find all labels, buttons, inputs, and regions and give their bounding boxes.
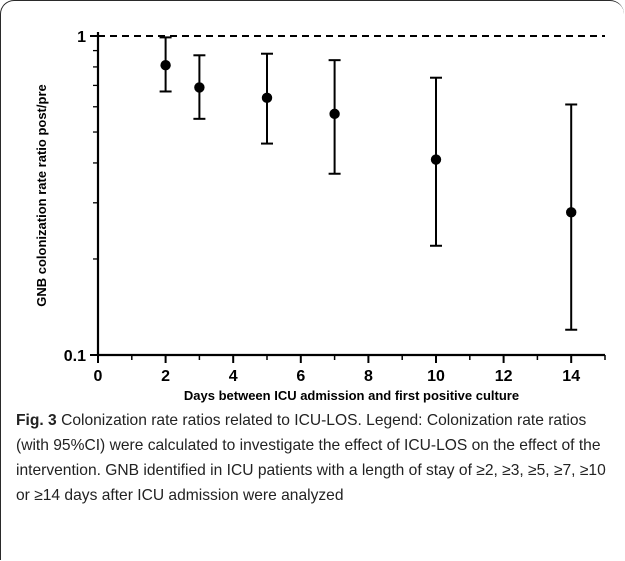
x-tick-label: 2 xyxy=(161,368,170,385)
data-point xyxy=(194,82,205,93)
x-tick-label: 0 xyxy=(94,368,103,385)
y-tick-label: 1 xyxy=(77,29,86,46)
figure-caption: Fig. 3 Colonization rate ratios related … xyxy=(16,408,612,508)
x-tick-label: 10 xyxy=(427,368,445,385)
data-points xyxy=(160,59,577,218)
data-point xyxy=(160,59,171,71)
data-point xyxy=(430,154,442,165)
data-point xyxy=(329,108,340,120)
x-tick-label: 4 xyxy=(229,368,238,385)
x-tick-label: 12 xyxy=(495,368,513,385)
error-bars xyxy=(159,36,578,331)
y-axis-title: GNB colonization rate ratio post/pre xyxy=(34,84,49,306)
x-tick-label: 8 xyxy=(364,368,373,385)
y-tick-label: 0.1 xyxy=(64,348,86,365)
x-axis-title: Days between ICU admission and first pos… xyxy=(184,388,519,403)
x-tick-label: 14 xyxy=(562,368,580,385)
figure-label: Fig. 3 xyxy=(16,412,57,429)
chart-axes: 0 2 4 6 8 10 12 14 0.1 1 xyxy=(64,29,606,385)
data-point xyxy=(566,207,577,218)
x-tick-label: 6 xyxy=(296,368,305,385)
caption-text: Colonization rate ratios related to ICU-… xyxy=(16,412,606,504)
rate-ratio-chart: 0 2 4 6 8 10 12 14 0.1 1 Days between ICU admissi… xyxy=(34,29,606,403)
data-point xyxy=(261,92,273,104)
